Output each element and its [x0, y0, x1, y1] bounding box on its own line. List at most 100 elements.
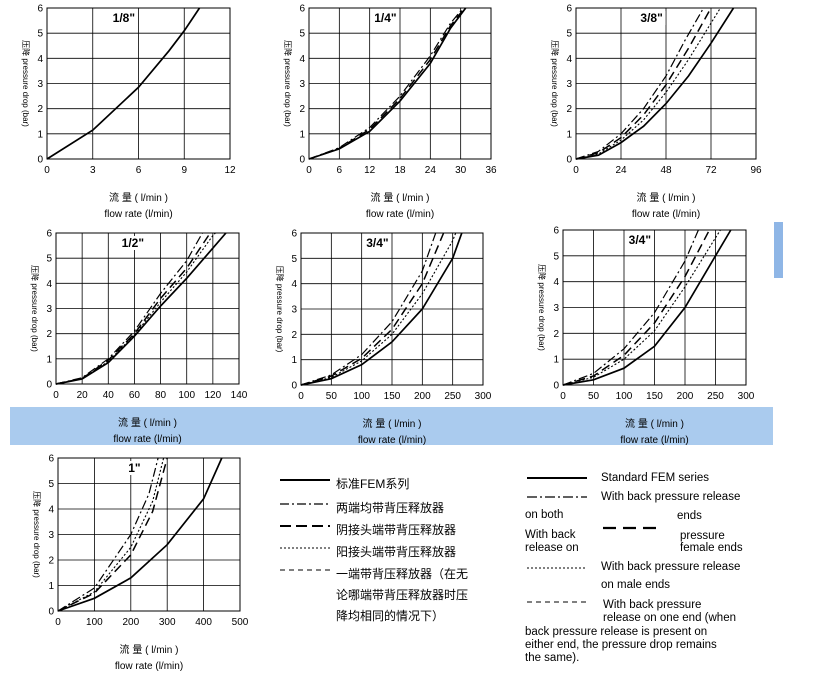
series-dashed-line	[308, 7, 466, 160]
chart-title: 3/4"	[629, 233, 651, 247]
chart-title: 1/2"	[122, 236, 144, 250]
plot-frame	[575, 7, 757, 160]
y-tick-label: 1	[46, 354, 52, 365]
series-solid-line	[300, 232, 463, 386]
series-solid-line	[55, 232, 227, 385]
y-tick-label: 1	[299, 129, 305, 140]
x-tick-label: 96	[750, 165, 762, 176]
y-tick-label: 4	[566, 54, 572, 65]
legend-cn-dotted-line	[280, 547, 330, 549]
x-tick-label: 300	[159, 617, 176, 628]
x-tick-label: 100	[86, 617, 103, 628]
x-tick-label: 500	[232, 617, 249, 628]
y-tick-label: 0	[48, 607, 54, 618]
legend-en-item: the same).	[525, 652, 580, 664]
y-tick-label: 1	[48, 581, 54, 592]
x-tick-label: 12	[224, 165, 236, 176]
y-tick-label: 5	[291, 254, 297, 265]
series-dashed-line	[562, 229, 711, 386]
x-tick-label: 36	[485, 165, 497, 176]
y-tick-label: 0	[37, 155, 43, 166]
series-dashdot-line	[57, 457, 159, 612]
x-tick-label: 150	[384, 391, 401, 402]
chart-title-bg	[363, 236, 392, 250]
x-tick-label: 6	[136, 165, 142, 176]
y-tick-label: 2	[48, 556, 54, 567]
y-axis-label: 压降 pressure drop (bar)	[283, 40, 293, 127]
x-tick-label: 140	[231, 390, 248, 401]
legend-cn-shortdash-line	[280, 569, 330, 571]
x-tick-label: 400	[195, 617, 212, 628]
chart-title: 1/8"	[113, 11, 135, 25]
x-tick-label: 9	[181, 165, 187, 176]
y-tick-label: 5	[299, 29, 305, 40]
x-tick-label: 150	[646, 391, 663, 402]
x-axis-label-cn: 流 量 ( l/min )	[370, 193, 430, 204]
legend-cn-item: 阴接头端带背压释放器	[336, 523, 457, 537]
legend-cn-item: 阳接头端带背压释放器	[336, 545, 457, 559]
series-solid-line	[562, 229, 732, 386]
x-tick-label: 0	[44, 165, 50, 176]
legend-en-item: With back pressure	[603, 599, 702, 611]
y-tick-label: 5	[48, 479, 54, 490]
x-tick-label: 72	[705, 165, 717, 176]
legend-en-dashed-line	[603, 526, 661, 530]
legend-en-item: on both	[525, 509, 564, 521]
x-tick-label: 100	[353, 391, 370, 402]
legend-cn-dashed-line	[280, 525, 330, 527]
y-tick-label: 6	[566, 4, 572, 15]
series-dashed-line	[300, 232, 445, 386]
y-tick-label: 0	[291, 381, 297, 392]
x-tick-label: 0	[573, 165, 579, 176]
x-tick-label: 0	[53, 390, 59, 401]
plot-frame	[562, 229, 747, 386]
x-tick-label: 6	[337, 165, 343, 176]
x-axis-label-en: flow rate (l/min)	[620, 435, 689, 446]
y-tick-label: 3	[48, 530, 54, 541]
x-tick-label: 12	[364, 165, 376, 176]
series-solid-line	[57, 457, 223, 612]
y-tick-label: 4	[553, 277, 559, 288]
x-tick-label: 300	[738, 391, 755, 402]
legend-en-item: on male ends	[601, 579, 671, 591]
y-tick-label: 6	[291, 229, 297, 240]
x-tick-label: 40	[103, 390, 115, 401]
x-axis-label-en: flow rate (l/min)	[365, 209, 435, 220]
x-tick-label: 0	[306, 165, 312, 176]
legend-en-item: With back	[525, 529, 576, 541]
x-tick-label: 20	[77, 390, 89, 401]
x-tick-label: 200	[122, 617, 139, 628]
legend-en-item: either end, the pressure drop remains	[525, 639, 717, 651]
legend-en-item: With back pressure release	[601, 561, 741, 573]
y-tick-label: 2	[46, 329, 52, 340]
y-tick-label: 2	[291, 330, 297, 341]
y-tick-label: 3	[291, 305, 297, 316]
series-solid-line	[575, 7, 735, 160]
series-dashdot-line	[55, 232, 203, 385]
chart-title: 3/8"	[640, 11, 662, 25]
chart-title-bg	[371, 11, 400, 25]
x-tick-label: 3	[90, 165, 96, 176]
series-dashdot-line	[300, 232, 437, 386]
series-dashdot-line	[575, 7, 705, 160]
chart-title-bg	[118, 236, 147, 250]
x-axis-label-en: flow rate (l/min)	[357, 435, 427, 446]
series-solid-line	[46, 7, 201, 160]
legend-cn-solid-line	[280, 479, 330, 481]
plot-frame	[308, 7, 492, 160]
legend-en-item: release on	[525, 542, 579, 554]
side-scroll-tab[interactable]	[774, 222, 783, 278]
y-tick-label: 0	[553, 381, 559, 392]
x-axis-label-cn: 流 量 ( l/min )	[109, 193, 168, 204]
y-tick-label: 5	[46, 254, 52, 265]
y-tick-label: 2	[299, 104, 305, 115]
x-axis-label-en: flow rate (l/min)	[104, 209, 173, 220]
x-tick-label: 0	[298, 391, 304, 402]
x-tick-label: 100	[178, 390, 195, 401]
x-axis-label-cn: 流 量 ( l/min )	[625, 419, 684, 430]
legend-cn-item: 一端带背压释放器（在无	[336, 567, 469, 581]
y-tick-label: 5	[566, 29, 572, 40]
y-tick-label: 3	[299, 79, 305, 90]
series-dotted-line	[57, 457, 165, 612]
series-dashdot-line	[308, 7, 464, 160]
